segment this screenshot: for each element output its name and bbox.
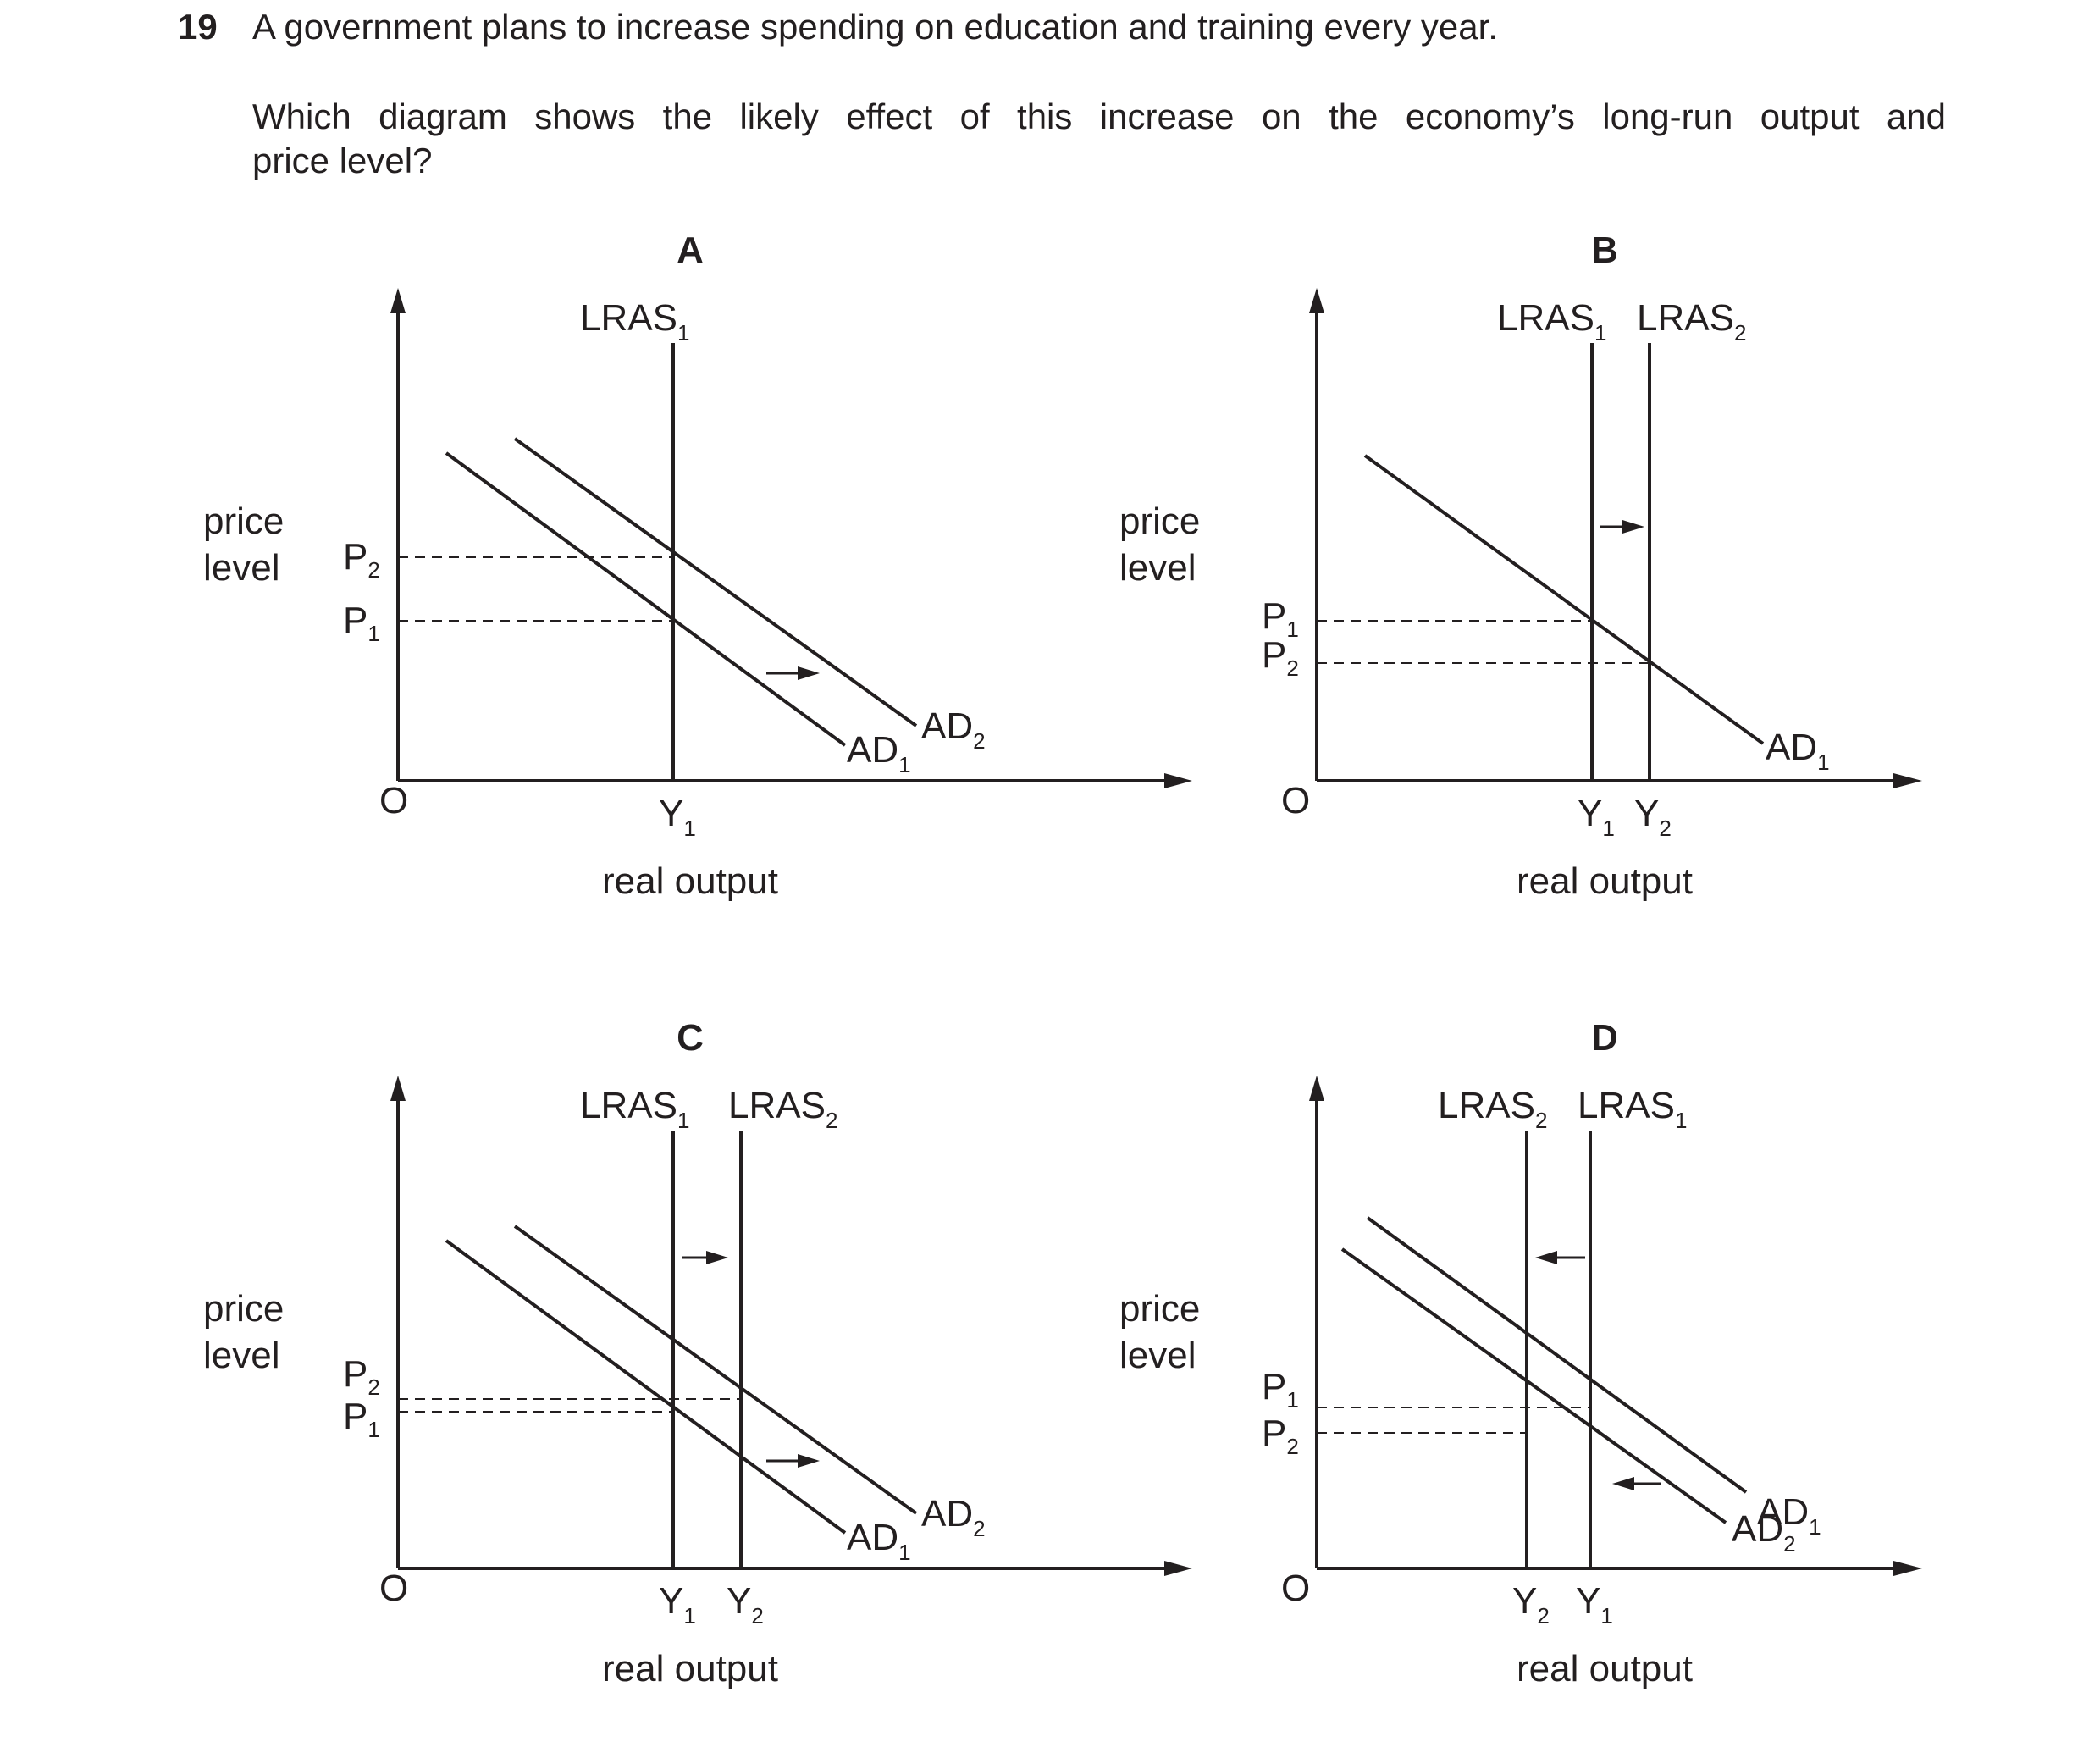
diagram-b: B price level real output O P1 P2 LRAS1 … [1109, 220, 2041, 965]
lras2-label: LRAS2 [1438, 1085, 1547, 1133]
origin-label: O [1281, 1568, 1310, 1609]
x-axis-arrowhead [1164, 1561, 1192, 1576]
y1-value-label: Y1 [1578, 793, 1615, 841]
diagram-d: D price level real output O P1 P2 LRAS2 … [1109, 1008, 2041, 1753]
y-axis-label-line-2: level [203, 1335, 280, 1376]
ad2-line [513, 437, 918, 727]
x-axis-arrowhead [1893, 1561, 1922, 1576]
ad1-line [1366, 1216, 1748, 1494]
y-axis-label-line-1: price [1119, 1288, 1200, 1330]
ad1-line [445, 1239, 847, 1535]
ad1-line [445, 451, 847, 747]
y-axis-label-line-1: price [1119, 500, 1200, 542]
y2-value-label: Y2 [1512, 1580, 1550, 1629]
ad1-label: AD1 [1766, 727, 1830, 775]
option-letter: C [677, 1017, 704, 1059]
x-axis-label: real output [602, 860, 778, 902]
ad-shift-arrowhead [798, 1454, 820, 1468]
question-prompt-line-1: Which diagram shows the likely effect of… [252, 97, 1946, 136]
price-label-p2: P2 [1262, 1413, 1299, 1459]
ad2-label: AD2 [921, 1493, 986, 1541]
y1-value-label: Y1 [659, 1580, 696, 1629]
diagram-b-graph: B price level real output O P1 P2 LRAS1 … [1119, 229, 1922, 902]
ad2-line [1340, 1247, 1727, 1524]
lras2-label: LRAS2 [728, 1085, 837, 1133]
lras-label: LRAS1 [580, 297, 689, 346]
lras2-label: LRAS2 [1637, 297, 1746, 346]
origin-label: O [379, 780, 408, 821]
price-label-p2: P2 [1262, 634, 1299, 681]
y2-value-label: Y2 [727, 1580, 764, 1629]
price-label-p1: P1 [1262, 1366, 1299, 1413]
diagram-c: C price level real output O P2 P1 LRAS1 … [195, 1008, 1192, 1753]
x-axis-label: real output [1517, 1648, 1693, 1689]
lras-shift-arrowhead [706, 1251, 728, 1264]
y-axis-label-line-2: level [203, 547, 280, 589]
question-stem: A government plans to increase spending … [252, 7, 1498, 47]
y-axis-arrowhead [1309, 1076, 1324, 1101]
ad2-label: AD2 [921, 705, 986, 754]
price-label-p2: P2 [343, 1353, 380, 1400]
origin-label: O [1281, 780, 1310, 821]
ad1-label: AD1 [1757, 1491, 1821, 1540]
origin-label: O [379, 1568, 408, 1609]
y-axis-label-line-2: level [1119, 1335, 1196, 1376]
price-label-p2: P2 [343, 536, 380, 583]
option-letter: A [677, 229, 704, 271]
lras1-label: LRAS1 [1578, 1085, 1687, 1133]
y2-value-label: Y2 [1634, 793, 1672, 841]
option-letter: D [1591, 1017, 1618, 1059]
ad2-line [513, 1225, 918, 1515]
option-letter: B [1591, 229, 1618, 271]
y-axis-arrowhead [1309, 288, 1324, 313]
lras1-label: LRAS1 [580, 1085, 689, 1133]
price-label-p1: P1 [1262, 595, 1299, 642]
question-number: 19 [178, 7, 218, 47]
diagram-a: A price level real output O P2 P1 LRAS1 … [195, 220, 1192, 965]
ad1-line [1363, 454, 1765, 745]
y-axis-label-line-2: level [1119, 547, 1196, 589]
ad-shift-arrowhead [1612, 1477, 1634, 1490]
lras-shift-arrowhead [1535, 1251, 1557, 1264]
lras1-label: LRAS1 [1497, 297, 1606, 346]
lras-shift-arrowhead [1622, 520, 1644, 534]
ad1-label: AD1 [847, 1517, 911, 1565]
price-label-p1: P1 [343, 600, 380, 646]
ad1-label: AD1 [847, 729, 911, 777]
y-axis-arrowhead [390, 1076, 406, 1101]
price-label-p1: P1 [343, 1396, 380, 1442]
y-axis-arrowhead [390, 288, 406, 313]
x-axis-label: real output [1517, 860, 1693, 902]
ad2-label: AD2 [1732, 1508, 1796, 1557]
question-prompt-line-2: price level? [252, 141, 433, 180]
x-axis-label: real output [602, 1648, 778, 1689]
diagram-a-graph: A price level real output O P2 P1 LRAS1 … [203, 229, 1192, 902]
y-value-label: Y1 [659, 793, 696, 841]
y-axis-label-line-1: price [203, 500, 284, 542]
ad-shift-arrowhead [798, 666, 820, 680]
x-axis-arrowhead [1893, 773, 1922, 788]
diagram-d-graph: D price level real output O P1 P2 LRAS2 … [1119, 1017, 1922, 1689]
x-axis-arrowhead [1164, 773, 1192, 788]
y-axis-label-line-1: price [203, 1288, 284, 1330]
y1-value-label: Y1 [1576, 1580, 1613, 1629]
diagram-c-graph: C price level real output O P2 P1 LRAS1 … [203, 1017, 1192, 1689]
